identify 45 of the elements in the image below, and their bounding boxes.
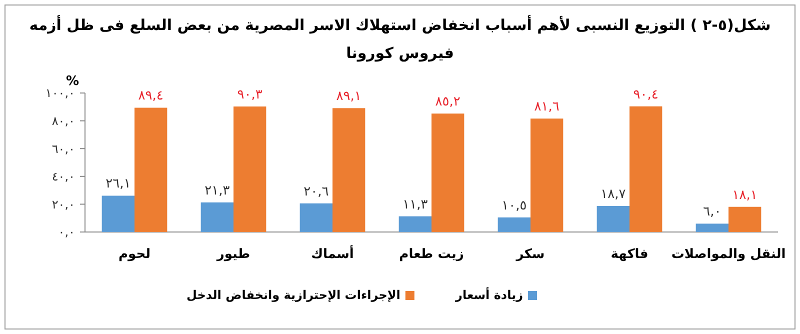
x-tick-label: لحوم — [118, 247, 150, 262]
bar — [134, 108, 168, 232]
data-label: ١١,٣ — [402, 197, 428, 212]
y-axis-title: % — [66, 74, 79, 89]
data-label: ١٨,١ — [732, 188, 758, 203]
bar — [398, 216, 432, 232]
data-label: ٢١,٣ — [204, 183, 230, 198]
bar — [332, 108, 366, 232]
legend-label: زيادة أسعار — [454, 287, 524, 302]
data-label: ٨٩,٤ — [138, 88, 164, 104]
data-label: ٦,٠ — [703, 204, 722, 220]
bar — [200, 202, 234, 232]
data-label: ٢٠,٦ — [304, 184, 329, 200]
bar — [630, 106, 662, 232]
y-tick-label: ٠,٠ — [58, 225, 75, 240]
bar — [432, 114, 464, 232]
x-tick-label: زيت طعام — [399, 247, 464, 262]
y-tick-label: ١٠٠,٠ — [45, 86, 75, 100]
data-label: ٨٩,١ — [336, 89, 362, 104]
data-label: ٢٦,١ — [106, 176, 131, 192]
bar — [696, 224, 728, 232]
data-label: ٨١,٦ — [534, 100, 560, 115]
x-tick-label: أسماك — [311, 245, 354, 262]
bar — [102, 196, 134, 232]
data-label: ١٠,٥ — [502, 198, 527, 214]
bar — [728, 206, 762, 232]
data-label: ٩٠,٤ — [633, 87, 658, 102]
data-label: ١٨,٧ — [600, 187, 626, 202]
legend-label: الإجراءات الإحترازية وانخفاض الدخل — [186, 288, 400, 302]
chart-title: شكل(٥-٢ ) التوزيع النسبى لأهم أسباب انخفاض استهلاك الاسر المصرية من بعض السلع فى ظل أزمه فيروس كورونا — [29, 15, 771, 62]
x-tick-label: سكر — [515, 247, 545, 262]
data-label: ٨٥,٢ — [435, 94, 460, 110]
y-tick-label: ٢٠,٠ — [52, 197, 75, 212]
bar — [596, 206, 630, 232]
x-tick-label: النقل والمواصلات — [671, 247, 786, 262]
bar — [530, 118, 564, 232]
y-tick-label: ٤٠,٠ — [52, 170, 75, 184]
x-tick-label: طيور — [216, 247, 250, 262]
y-tick-label: ٦٠,٠ — [52, 142, 75, 156]
x-tick-label: فاكهة — [610, 247, 648, 262]
data-label: ٩٠,٣ — [237, 87, 262, 102]
bar — [498, 217, 530, 232]
y-tick-label: ٨٠,٠ — [52, 114, 75, 128]
bar — [234, 106, 266, 232]
bar — [300, 203, 332, 232]
